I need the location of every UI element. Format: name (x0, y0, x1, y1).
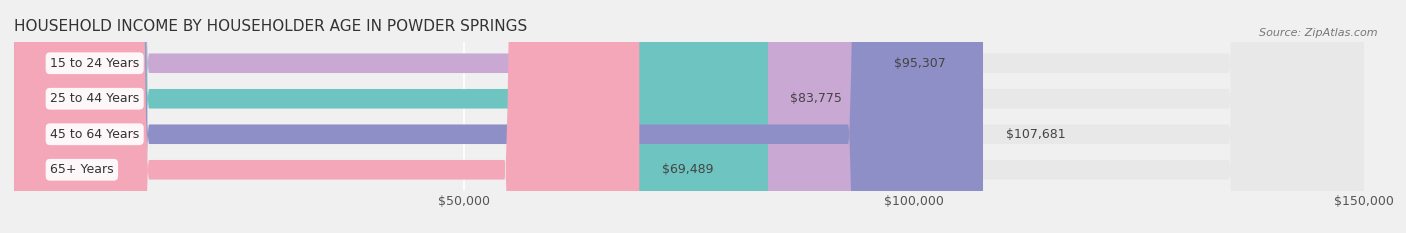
FancyBboxPatch shape (14, 0, 872, 233)
Text: $95,307: $95,307 (894, 57, 946, 70)
Text: 25 to 44 Years: 25 to 44 Years (51, 92, 139, 105)
Text: $69,489: $69,489 (662, 163, 713, 176)
FancyBboxPatch shape (14, 0, 1364, 233)
FancyBboxPatch shape (14, 0, 1364, 233)
Text: 15 to 24 Years: 15 to 24 Years (51, 57, 139, 70)
Text: $107,681: $107,681 (1005, 128, 1066, 141)
FancyBboxPatch shape (14, 0, 1364, 233)
FancyBboxPatch shape (14, 0, 768, 233)
FancyBboxPatch shape (14, 0, 1364, 233)
Text: $83,775: $83,775 (790, 92, 842, 105)
FancyBboxPatch shape (14, 0, 983, 233)
FancyBboxPatch shape (14, 0, 640, 233)
Text: 45 to 64 Years: 45 to 64 Years (51, 128, 139, 141)
Text: HOUSEHOLD INCOME BY HOUSEHOLDER AGE IN POWDER SPRINGS: HOUSEHOLD INCOME BY HOUSEHOLDER AGE IN P… (14, 19, 527, 34)
Text: 65+ Years: 65+ Years (51, 163, 114, 176)
Text: Source: ZipAtlas.com: Source: ZipAtlas.com (1260, 28, 1378, 38)
